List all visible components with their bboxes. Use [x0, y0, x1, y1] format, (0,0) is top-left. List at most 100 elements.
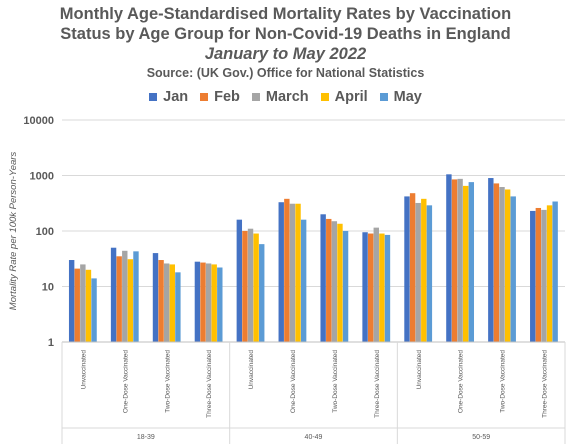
chart-titles: Monthly Age-Standardised Mortality Rates… [0, 4, 571, 82]
bar-jan [278, 202, 284, 342]
bar-april [211, 264, 217, 342]
bar-march [122, 250, 128, 342]
category-label: One-Dose Vaccinated [290, 350, 297, 413]
bar-may [426, 205, 433, 342]
bar-feb [284, 198, 290, 342]
legend-label: May [393, 89, 422, 105]
category-label: Unvaccinated [416, 350, 423, 390]
bar-jan [110, 247, 117, 342]
bar-may [217, 267, 223, 342]
bar-april [337, 223, 343, 342]
y-tick-label: 100 [36, 226, 54, 238]
chart-title-line-2: Status by Age Group for Non-Covid-19 Dea… [60, 25, 511, 43]
legend-swatch [251, 93, 260, 101]
chart-title-line-1: Monthly Age-Standardised Mortality Rates… [59, 5, 512, 23]
legend-item-march: March [251, 89, 309, 105]
chart-source: Source: (UK Gov.) Office for National St… [146, 66, 425, 80]
group-label: 40-49 [305, 434, 323, 441]
bar-march [205, 263, 212, 342]
bar-march [415, 202, 421, 342]
bar-may [133, 251, 139, 342]
bar-april [504, 189, 511, 342]
bar-may [384, 234, 391, 342]
legend-swatch [320, 93, 329, 101]
y-tick-label: 1000 [30, 171, 54, 183]
category-label: Two-Dose Vaccinated [500, 350, 507, 413]
y-tick-label: 10 [42, 282, 54, 294]
bar-jan [194, 261, 201, 342]
y-tick-label: 1 [48, 337, 54, 349]
bar-feb [367, 233, 374, 342]
bar-may [175, 272, 181, 342]
legend-swatch [379, 93, 388, 101]
bar-april [546, 205, 553, 342]
bar-march [331, 221, 338, 342]
chart-legend: Jan Feb March April May [0, 89, 571, 105]
bar-march [499, 187, 505, 342]
legend-item-may: May [379, 89, 422, 105]
legend-item-feb: Feb [200, 89, 240, 105]
legend-label: Jan [163, 89, 189, 105]
bar-may [91, 278, 97, 342]
bar-feb [493, 183, 500, 342]
bar-april [85, 269, 92, 342]
bar-feb [200, 262, 206, 342]
bar-april [421, 198, 427, 342]
bar-jan [488, 178, 494, 342]
bar-feb [74, 268, 80, 342]
bar-march [247, 228, 254, 342]
group-label: 50-59 [472, 434, 490, 441]
bar-jan [152, 253, 159, 342]
category-label: Unvaccinated [248, 350, 255, 390]
bar-jan [320, 214, 326, 342]
bar-may [300, 219, 307, 342]
legend-label: Feb [214, 89, 240, 105]
category-label: One-Dose Vaccinated [122, 350, 129, 413]
bar-april [169, 264, 175, 342]
bar-may [342, 231, 349, 342]
bar-march [541, 209, 547, 342]
bar-may [468, 182, 475, 342]
bar-march [163, 263, 170, 342]
legend-item-april: April [320, 89, 368, 105]
bar-march [80, 264, 86, 342]
bar-jan [236, 219, 243, 342]
bar-jan [362, 232, 368, 342]
chart-subtitle: January to May 2022 [204, 45, 367, 63]
bar-feb [242, 231, 248, 342]
bar-feb [116, 256, 122, 342]
bar-march [373, 227, 379, 342]
bar-april [253, 233, 259, 342]
legend-item-jan: Jan [149, 89, 188, 105]
bar-feb [158, 260, 164, 342]
bar-feb [326, 218, 332, 342]
bar-april [127, 259, 134, 342]
bar-may [259, 244, 265, 342]
group-label: 18-39 [137, 434, 155, 441]
category-label: Three-Dose Vaccinated [542, 350, 549, 418]
bar-jan [530, 210, 536, 342]
legend-swatch [149, 93, 158, 101]
legend-label: April [334, 89, 368, 105]
bar-feb [535, 207, 542, 342]
bar-march [289, 203, 296, 342]
bar-april [379, 233, 385, 342]
bar-jan [68, 260, 75, 342]
y-axis-label: Mortality Rate per 100k Person-Years [8, 152, 19, 311]
category-label: Three-Dose Vaccinated [374, 350, 381, 418]
bar-feb [451, 179, 458, 342]
category-label: Three-Dose Vaccinated [206, 350, 213, 418]
category-label: Two-Dose Vaccinated [164, 350, 171, 413]
bar-march [457, 178, 463, 342]
bar-may [510, 196, 516, 342]
legend-label: March [265, 89, 309, 105]
category-label: Two-Dose Vaccinated [332, 350, 339, 413]
bar-may [552, 201, 558, 342]
y-tick-label: 10000 [23, 115, 54, 127]
category-label: One-Dose Vaccinated [458, 350, 465, 413]
bar-jan [446, 174, 452, 342]
bar-april [295, 203, 301, 342]
bar-jan [404, 196, 410, 342]
bar-april [463, 185, 469, 342]
